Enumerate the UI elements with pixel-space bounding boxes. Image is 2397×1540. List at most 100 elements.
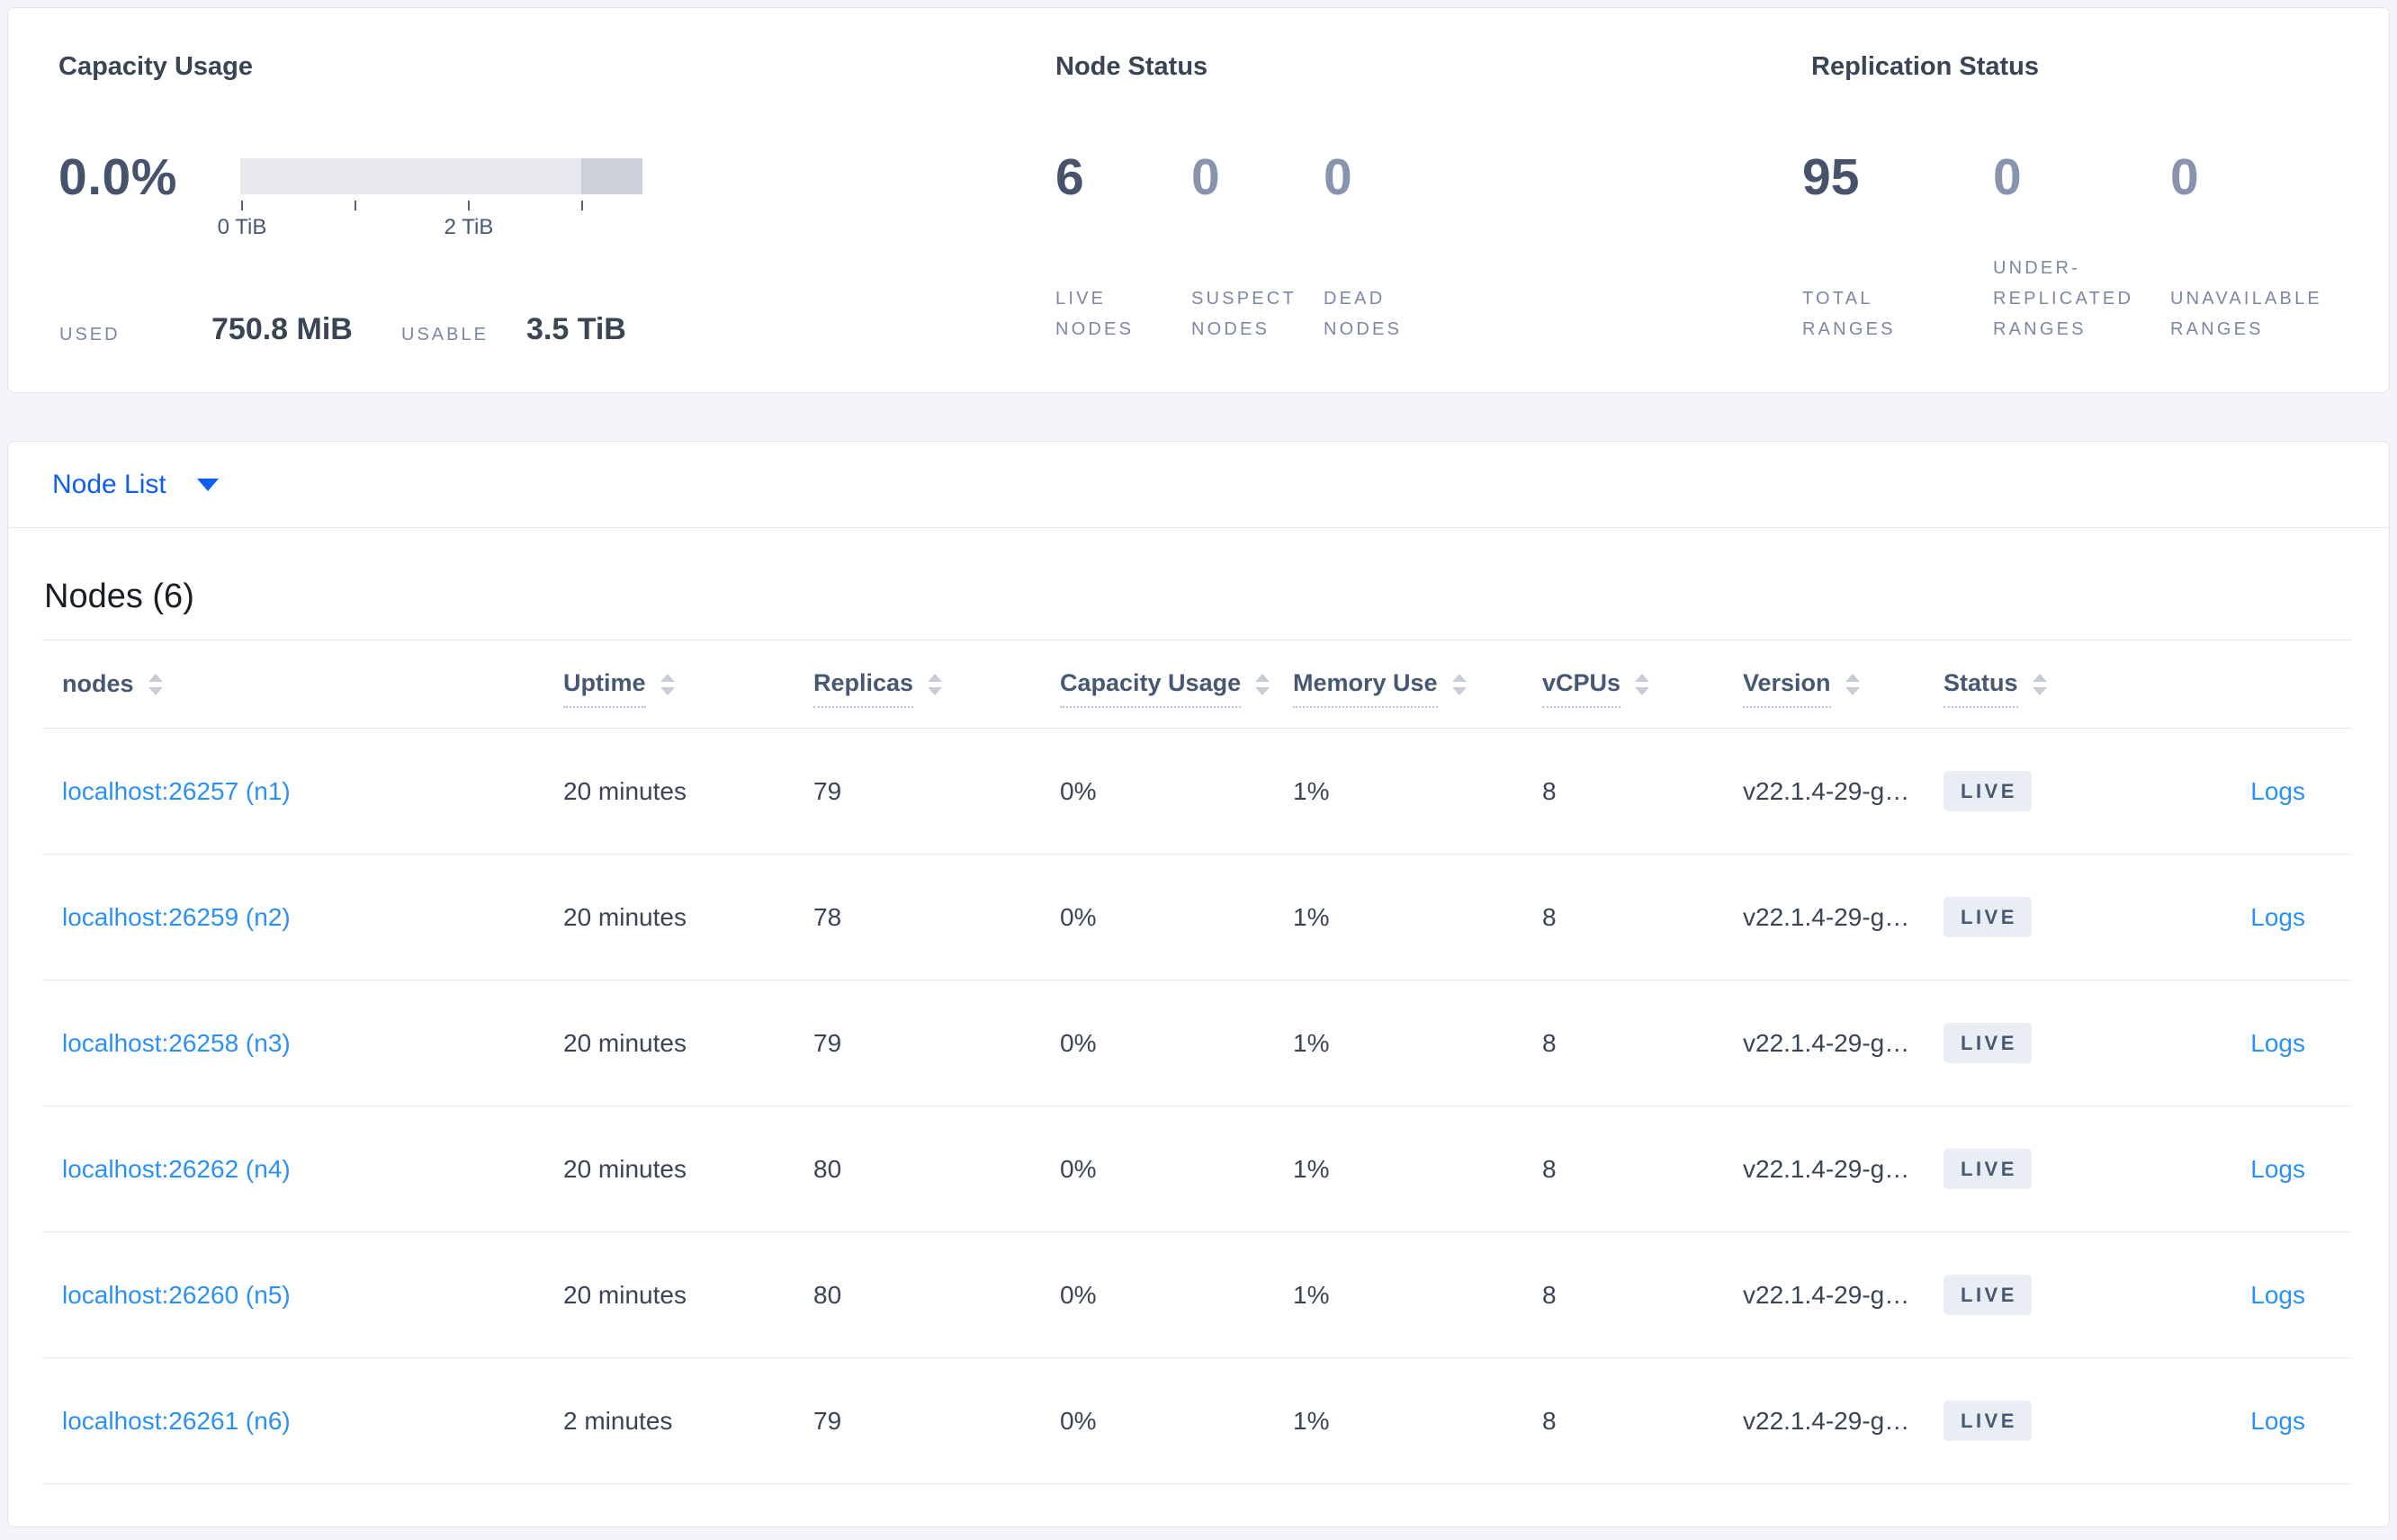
capacity_usage-value: 0% [1060, 1280, 1097, 1309]
logs-link[interactable]: Logs [2250, 1028, 2305, 1057]
column-header-label[interactable]: Status [1944, 669, 2018, 708]
vcpus-value: 8 [1542, 902, 1557, 931]
logs-link[interactable]: Logs [2250, 776, 2305, 805]
sort-icon[interactable] [1255, 673, 1270, 695]
table-row: localhost:26262 (n4) 20 minutes 80 0% 1% 8 v22… [42, 1106, 2352, 1232]
capacity_usage-value: 0% [1060, 1406, 1097, 1435]
vcpus-value: 8 [1542, 776, 1557, 805]
column-header-memory_use[interactable]: Memory Use [1293, 660, 1542, 708]
capacity_usage-value: 0% [1060, 1154, 1097, 1183]
node-list-dropdown[interactable]: Node List [52, 470, 219, 500]
node-list-card: Node List Nodes (6) nodes Uptime Replicas C… [7, 441, 2390, 1527]
node-list-bar: Node List [8, 442, 2389, 528]
column-header-label[interactable]: vCPUs [1542, 669, 1621, 708]
table-row: localhost:26257 (n1) 20 minutes 79 0% 1% 8 v22… [42, 729, 2352, 855]
capacity_usage-value: 0% [1060, 776, 1097, 805]
uptime-value: 20 minutes [563, 776, 687, 805]
sort-icon[interactable] [2032, 673, 2047, 695]
uptime-value: 20 minutes [563, 1154, 687, 1183]
node-link[interactable]: localhost:26260 (n5) [62, 1280, 291, 1309]
replicas-value: 80 [813, 1280, 842, 1309]
node-status-title: Node Status [1055, 52, 1208, 81]
capacity-usage-bar [240, 158, 642, 194]
sort-icon[interactable] [1451, 673, 1467, 695]
column-header-label[interactable]: Capacity Usage [1060, 669, 1242, 708]
uptime-value: 2 minutes [563, 1406, 673, 1435]
memory_use-value: 1% [1293, 902, 1330, 931]
logs-link[interactable]: Logs [2250, 1406, 2305, 1435]
capacity-usage-percent: 0.0% [58, 148, 177, 206]
column-header-status[interactable]: Status [1944, 660, 2168, 708]
axis-tick [468, 201, 470, 210]
sort-icon[interactable] [1845, 673, 1860, 695]
unavailable-ranges-value: 0 [2170, 148, 2199, 206]
column-header-uptime[interactable]: Uptime [563, 660, 813, 708]
sort-icon[interactable] [1635, 673, 1650, 695]
total-ranges-label: TOTAL RANGES [1802, 289, 1896, 339]
capacity_usage-value: 0% [1060, 902, 1097, 931]
replicas-value: 78 [813, 902, 842, 931]
uptime-value: 20 minutes [563, 1028, 687, 1057]
chevron-down-icon [196, 478, 219, 491]
nodes-table: nodes Uptime Replicas Capacity Usage Memory … [42, 640, 2352, 1484]
column-header-label[interactable]: nodes [62, 670, 134, 697]
vcpus-value: 8 [1542, 1280, 1557, 1309]
column-header-vcpus[interactable]: vCPUs [1542, 660, 1743, 708]
axis-tick-label: 0 TiB [217, 215, 267, 239]
replicas-value: 79 [813, 1406, 842, 1435]
table-row: localhost:26261 (n6) 2 minutes 79 0% 1% 8 v22.… [42, 1358, 2352, 1484]
replication-status-panel: Replication Status 95 TOTAL RANGES 0 UND… [1802, 8, 2387, 392]
capacity-usage-title: Capacity Usage [58, 52, 253, 81]
table-row: localhost:26259 (n2) 20 minutes 78 0% 1% 8 v22… [42, 855, 2352, 980]
column-header-version[interactable]: Version [1743, 660, 1944, 708]
table-body: localhost:26257 (n1) 20 minutes 79 0% 1% 8 v22… [42, 729, 2352, 1484]
vcpus-value: 8 [1542, 1028, 1557, 1057]
live-nodes-label: LIVE NODES [1055, 289, 1135, 339]
column-header-replicas[interactable]: Replicas [813, 660, 1060, 708]
unavailable-ranges-label: UNAVAILABLE RANGES [2170, 289, 2322, 339]
used-value: 750.8 MiB [211, 312, 353, 346]
column-header-label[interactable]: Version [1743, 669, 1831, 708]
live-nodes-stat: 6 LIVE NODES [1055, 148, 1191, 345]
dead-nodes-stat: 0 DEAD NODES [1324, 148, 1477, 345]
replicas-value: 79 [813, 776, 842, 805]
summary-card: Capacity Usage 0.0% 0 TiB 2 TiB USED 750… [7, 7, 2390, 393]
capacity-usage-bar-segment [581, 158, 642, 194]
used-label: USED [59, 325, 121, 345]
table-header-row: nodes Uptime Replicas Capacity Usage Memory … [42, 640, 2352, 729]
node-link[interactable]: localhost:26261 (n6) [62, 1406, 291, 1435]
suspect-nodes-label: SUSPECT NODES [1191, 289, 1297, 339]
column-header-capacity_usage[interactable]: Capacity Usage [1060, 660, 1293, 708]
usable-value: 3.5 TiB [526, 312, 626, 346]
logs-link[interactable]: Logs [2250, 1280, 2305, 1309]
sort-icon[interactable] [660, 673, 675, 695]
node-status-panel: Node Status 6 LIVE NODES 0 SUSPECT NODES… [1055, 8, 1559, 392]
column-header-label[interactable]: Uptime [563, 669, 646, 708]
version-value: v22.1.4-29-g… [1743, 902, 1910, 931]
logs-link[interactable]: Logs [2250, 902, 2305, 931]
dead-nodes-label: DEAD NODES [1324, 289, 1403, 339]
memory_use-value: 1% [1293, 1028, 1330, 1057]
capacity-usage-panel: Capacity Usage 0.0% 0 TiB 2 TiB USED 750… [51, 8, 681, 392]
total-ranges-value: 95 [1802, 148, 1860, 206]
node-link[interactable]: localhost:26259 (n2) [62, 902, 291, 931]
column-header-label[interactable]: Replicas [813, 669, 914, 708]
column-header-label[interactable]: Memory Use [1293, 669, 1438, 708]
table-row: localhost:26258 (n3) 20 minutes 79 0% 1% 8 v22… [42, 980, 2352, 1106]
capacity_usage-value: 0% [1060, 1028, 1097, 1057]
total-ranges-stat: 95 TOTAL RANGES [1802, 148, 1993, 345]
under-replicated-ranges-value: 0 [1993, 148, 2022, 206]
node-link[interactable]: localhost:26258 (n3) [62, 1028, 291, 1057]
column-header-node[interactable]: nodes [42, 661, 563, 707]
status-badge: LIVE [1944, 897, 2032, 937]
node-link[interactable]: localhost:26257 (n1) [62, 776, 291, 805]
status-badge: LIVE [1944, 1275, 2032, 1315]
version-value: v22.1.4-29-g… [1743, 1028, 1910, 1057]
sort-icon[interactable] [928, 673, 943, 695]
sort-icon[interactable] [148, 673, 163, 695]
logs-link[interactable]: Logs [2250, 1154, 2305, 1183]
axis-tick [241, 201, 243, 210]
nodes-table-title: Nodes (6) [44, 578, 194, 615]
status-badge: LIVE [1944, 1149, 2032, 1189]
node-link[interactable]: localhost:26262 (n4) [62, 1154, 291, 1183]
